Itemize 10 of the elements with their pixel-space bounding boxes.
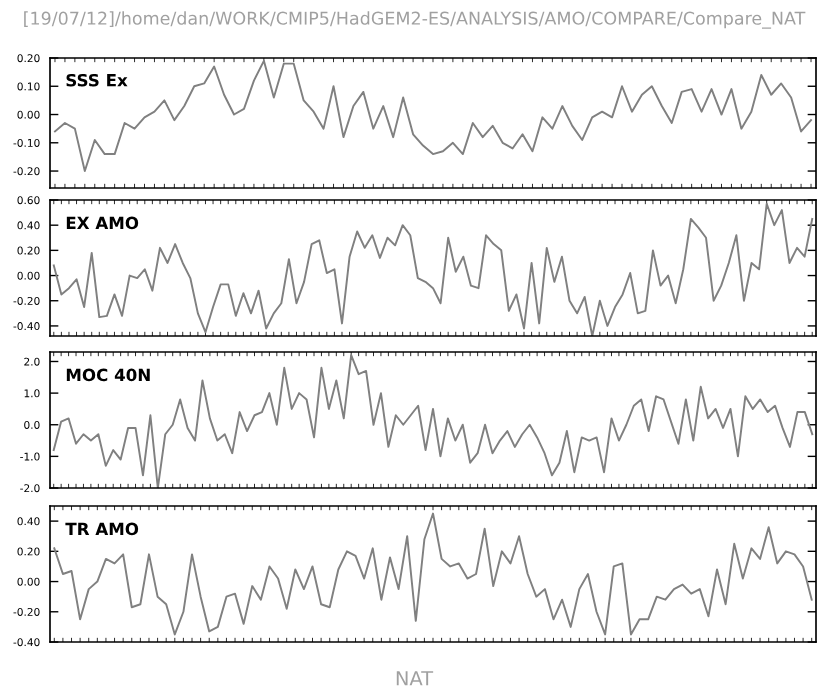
line-series bbox=[52, 202, 814, 336]
x-axis-title: NAT bbox=[396, 671, 434, 686]
chart-title: [19/07/12]/home/dan/WORK/CMIP5/HadGEM2-ES/ANALYSIS/AMO/COMPARE/Compare_NAT bbox=[24, 11, 806, 29]
annotation: TR AMO bbox=[65, 522, 139, 536]
line-series bbox=[52, 354, 814, 488]
annotation: EX AMO bbox=[66, 216, 139, 230]
annotation: SSS Ex bbox=[66, 73, 128, 87]
annotation: MOC 40N bbox=[66, 368, 150, 382]
line-series bbox=[53, 512, 813, 636]
line-series bbox=[54, 59, 812, 173]
